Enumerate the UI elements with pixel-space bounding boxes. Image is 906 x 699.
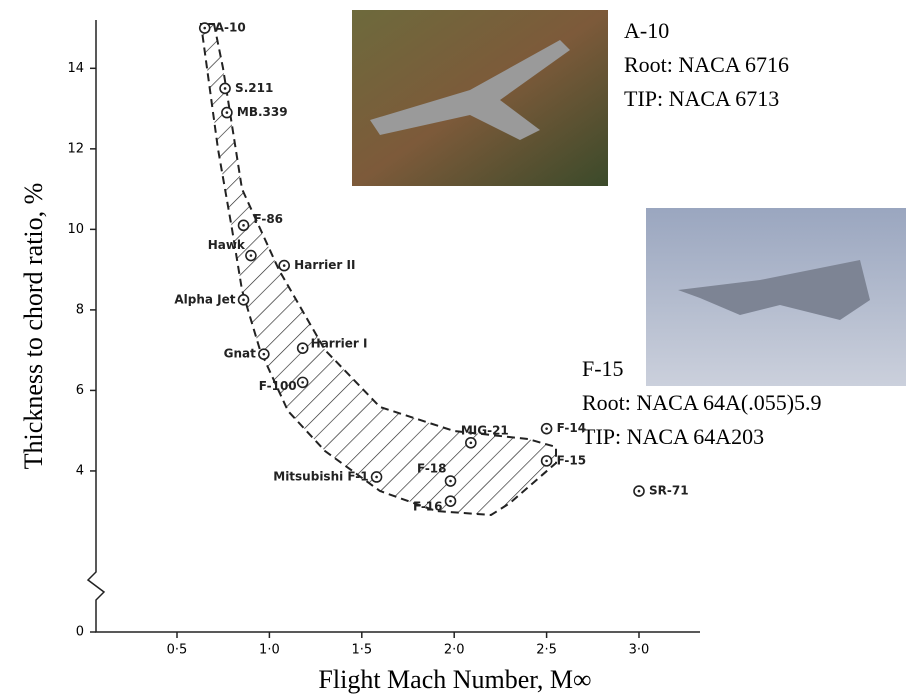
annotation: TIP: NACA 64A203 <box>582 424 764 449</box>
point-label: F-14 <box>557 421 587 435</box>
x-tick-label: 0·5 <box>167 643 188 658</box>
point-center <box>545 460 548 463</box>
point-center <box>638 490 641 493</box>
y-tick-label: 4 <box>76 463 84 478</box>
point-label: MIG-21 <box>461 423 509 437</box>
point-center <box>250 254 253 257</box>
x-axis-label: Flight Mach Number, M∞ <box>318 665 591 694</box>
point-center <box>449 480 452 483</box>
point-label: Gnat <box>224 347 256 361</box>
y-tick-label: 8 <box>76 302 84 317</box>
annotation: Root: NACA 6716 <box>624 52 789 77</box>
point-label: Alpha Jet <box>174 292 235 306</box>
x-tick-label: 1·5 <box>351 643 372 658</box>
point-label: Hawk <box>208 238 246 252</box>
point-center <box>224 87 227 90</box>
point-label: Harrier II <box>294 258 355 272</box>
annotation: A-10 <box>624 18 669 43</box>
point-label: MB.339 <box>237 105 288 119</box>
point-center <box>203 27 206 30</box>
x-tick-label: 2·5 <box>536 643 557 658</box>
x-tick-label: 2·0 <box>444 643 465 658</box>
point-center <box>242 224 245 227</box>
y-tick-label: 14 <box>67 61 84 76</box>
point-label: F-100 <box>259 379 297 393</box>
point-center <box>375 476 378 479</box>
y-tick-label: 12 <box>67 141 84 156</box>
y-tick-label: 10 <box>67 222 84 237</box>
point-label: SR-71 <box>649 484 689 498</box>
point-center <box>301 381 304 384</box>
x-tick-label: 1·0 <box>259 643 280 658</box>
point-label: F-16 <box>413 500 443 514</box>
y-tick-label: 0 <box>76 625 84 640</box>
point-center <box>283 264 286 267</box>
point-label: F-15 <box>557 453 587 467</box>
point-label: F-86 <box>254 212 284 226</box>
annotation: TIP: NACA 6713 <box>624 86 779 111</box>
chart: A-10 Root: NACA 6716 TIP: NACA 6713 F-15… <box>0 0 906 699</box>
y-tick-label: 6 <box>76 383 84 398</box>
x-tick-label: 3·0 <box>629 643 650 658</box>
point-center <box>470 441 473 444</box>
point-center <box>263 353 266 356</box>
annotation: F-15 <box>582 356 624 381</box>
point-label: Mitsubishi F-1 <box>273 469 368 483</box>
point-center <box>449 500 452 503</box>
point-center <box>301 347 304 350</box>
y-axis-label: Thickness to chord ratio, % <box>19 183 48 470</box>
point-center <box>545 427 548 430</box>
point-label: F-18 <box>417 462 447 476</box>
point-label: Harrier I <box>311 337 368 351</box>
point-center <box>226 111 229 114</box>
point-label: S.211 <box>235 81 273 95</box>
annotation: Root: NACA 64A(.055)5.9 <box>582 390 822 415</box>
point-label: A-10 <box>215 21 246 35</box>
point-center <box>242 299 245 302</box>
